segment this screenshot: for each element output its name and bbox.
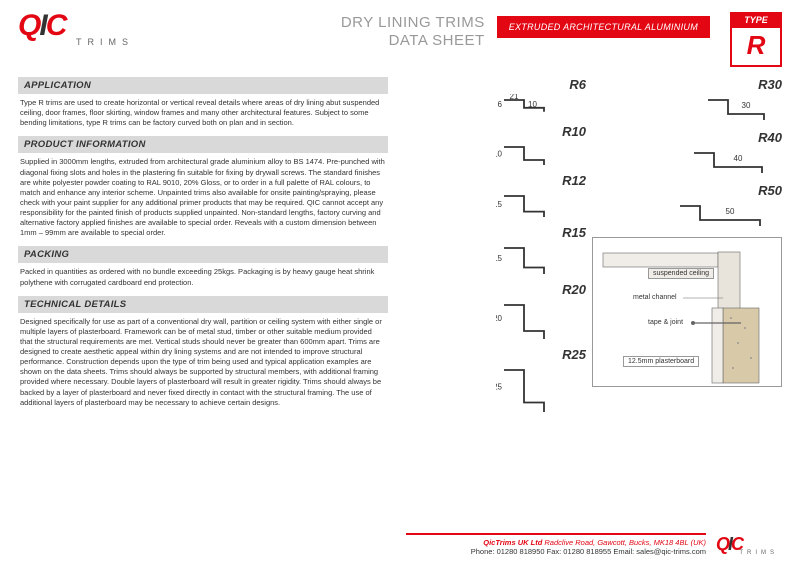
type-header: TYPE <box>730 12 782 28</box>
svg-text:21: 21 <box>510 94 519 101</box>
profile-shape-svg: 40 <box>686 147 782 175</box>
section-header: APPLICATION <box>18 77 388 94</box>
material-bar: EXTRUDED ARCHITECTURAL ALUMINIUM <box>497 16 710 38</box>
section-diagram: suspended ceiling metal channel tape & j… <box>592 237 782 387</box>
profile-label: R12 <box>496 173 586 188</box>
profile-shape-svg: 50 <box>672 200 782 228</box>
svg-text:50: 50 <box>726 207 735 216</box>
diagram-label-channel: metal channel <box>633 294 677 301</box>
profile-r40: R40 40 <box>686 130 782 177</box>
diagram-label-ceiling: suspended ceiling <box>648 268 714 279</box>
section-header: PACKING <box>18 246 388 263</box>
text-column: APPLICATION Type R trims are used to crea… <box>18 77 388 416</box>
profile-r6: R6 21 6 10 <box>496 77 586 118</box>
type-value: R <box>730 28 782 67</box>
profile-r25: R25 25 <box>496 347 586 414</box>
profile-shape-svg: 20 <box>496 299 586 339</box>
profile-r12: R12 12.5 <box>496 173 586 219</box>
footer-logo: QIC TRIMS <box>716 536 782 556</box>
profile-label: R40 <box>686 130 782 145</box>
profile-label: R15 <box>496 225 586 240</box>
diagram-column: R6 21 6 10 R10 10 R12 12.5 R15 15 R20 20 R25 25 R30 30… <box>400 77 782 416</box>
type-box: TYPE R <box>730 12 782 67</box>
diagram-label-tape: tape & joint <box>648 319 683 326</box>
svg-text:30: 30 <box>742 101 751 110</box>
datasheet-page: QIC TRIMS DRY LINING TRIMS DATA SHEET EX… <box>0 0 800 566</box>
svg-text:6: 6 <box>498 100 503 109</box>
diagram-label-board: 12.5mm plasterboard <box>623 356 699 367</box>
section-text: Packed in quantities as ordered with no … <box>18 267 388 287</box>
profile-label: R10 <box>496 124 586 139</box>
svg-text:25: 25 <box>496 382 503 391</box>
footer-text: QicTrims UK Ltd Radclive Road, Gawcott, … <box>406 533 706 556</box>
profile-r15: R15 15 <box>496 225 586 276</box>
section-text: Designed specifically for use as part of… <box>18 317 388 408</box>
footer: QicTrims UK Ltd Radclive Road, Gawcott, … <box>406 533 782 556</box>
svg-text:10: 10 <box>496 150 503 159</box>
page-title: DRY LINING TRIMS DATA SHEET <box>150 12 485 50</box>
header: QIC TRIMS DRY LINING TRIMS DATA SHEET EX… <box>18 12 782 67</box>
profile-shape-svg: 10 <box>496 141 586 165</box>
profile-r20: R20 20 <box>496 282 586 341</box>
title-line1: DRY LINING TRIMS <box>150 14 485 32</box>
logo-text: QIC <box>18 12 138 39</box>
footer-contact: Phone: 01280 818950 Fax: 01280 818955 Em… <box>471 547 706 556</box>
profile-shape-svg: 12.5 <box>496 190 586 217</box>
profile-label: R50 <box>672 183 782 198</box>
footer-company: QicTrims UK Ltd <box>483 538 542 547</box>
profile-shape-svg: 30 <box>700 94 782 122</box>
footer-addr: Radclive Road, Gawcott, Bucks, MK18 4BL … <box>544 538 706 547</box>
profile-shape-svg: 15 <box>496 242 586 274</box>
profile-label: R30 <box>700 77 782 92</box>
qic-logo: QIC TRIMS <box>18 12 138 56</box>
body: APPLICATION Type R trims are used to crea… <box>18 77 782 416</box>
svg-text:12.5: 12.5 <box>496 200 503 209</box>
svg-text:10: 10 <box>528 100 537 109</box>
section-text: Supplied in 3000mm lengths, extruded fro… <box>18 157 388 238</box>
title-line2: DATA SHEET <box>150 32 485 50</box>
profile-shape-svg: 25 <box>496 364 586 412</box>
svg-text:15: 15 <box>496 254 503 263</box>
profile-r30: R30 30 <box>700 77 782 124</box>
profile-shape-svg: 21 6 10 <box>496 94 586 116</box>
profile-col-left: R6 21 6 10 R10 10 R12 12.5 R15 15 R20 20 R25 25 <box>400 77 586 414</box>
section-header: TECHNICAL DETAILS <box>18 296 388 313</box>
svg-text:20: 20 <box>496 314 503 323</box>
section-header: PRODUCT INFORMATION <box>18 136 388 153</box>
profile-label: R6 <box>496 77 586 92</box>
profile-label: R25 <box>496 347 586 362</box>
svg-text:40: 40 <box>734 154 743 163</box>
profile-r50: R50 50 <box>672 183 782 230</box>
profile-label: R20 <box>496 282 586 297</box>
section-text: Type R trims are used to create horizont… <box>18 98 388 128</box>
profile-r10: R10 10 <box>496 124 586 167</box>
